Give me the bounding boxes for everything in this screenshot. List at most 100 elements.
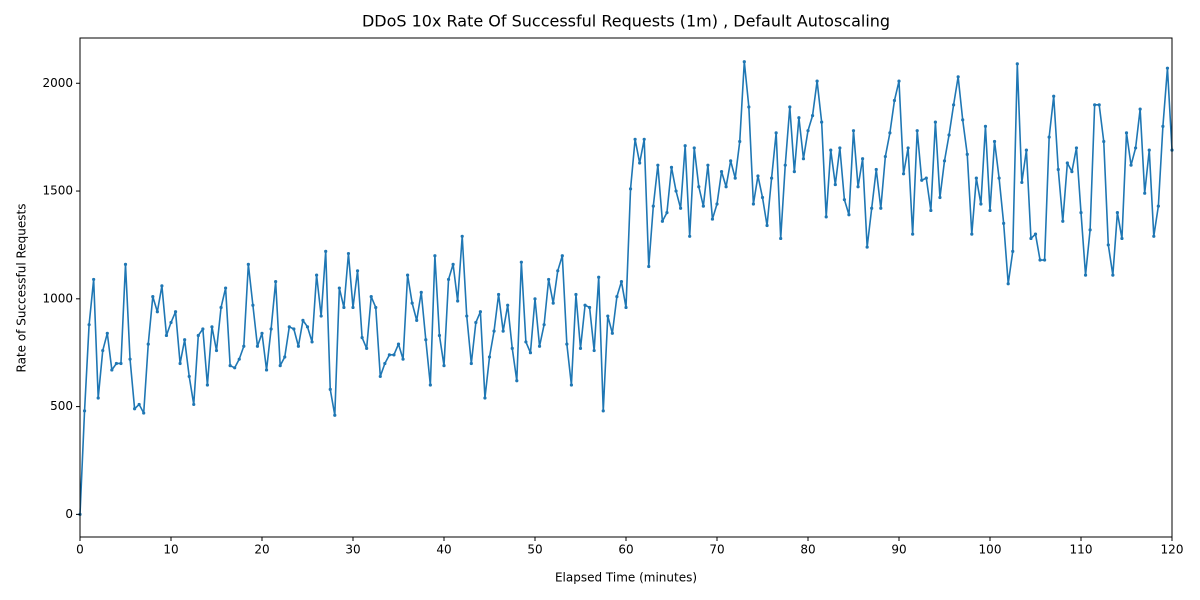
data-point <box>565 342 569 346</box>
data-point <box>501 329 505 333</box>
data-point <box>524 340 528 344</box>
data-point <box>506 303 510 307</box>
data-point <box>924 176 928 180</box>
data-point <box>533 297 537 301</box>
data-point <box>146 342 150 346</box>
data-point <box>765 223 769 228</box>
data-point <box>369 295 373 299</box>
data-point <box>355 269 360 273</box>
y-tick-label: 500 <box>50 399 73 413</box>
data-point <box>319 314 323 318</box>
data-point <box>779 236 783 241</box>
x-tick-label: 20 <box>254 543 269 557</box>
data-point <box>1138 107 1142 111</box>
data-point <box>246 262 250 266</box>
data-point <box>1052 94 1056 98</box>
plot-area <box>78 60 1174 516</box>
data-point <box>528 351 533 355</box>
data-point <box>610 331 614 335</box>
data-point <box>628 187 633 191</box>
data-point <box>1020 180 1024 185</box>
data-point <box>1156 204 1160 208</box>
data-point <box>1088 228 1092 232</box>
data-point <box>751 202 756 206</box>
data-point <box>123 262 128 266</box>
data-point <box>606 314 610 318</box>
data-point <box>342 305 346 310</box>
data-point <box>729 159 733 163</box>
data-point <box>838 146 842 150</box>
data-point <box>1047 135 1051 139</box>
data-point <box>947 133 951 137</box>
data-point <box>351 305 355 310</box>
data-point <box>1024 148 1028 152</box>
data-point <box>324 249 328 253</box>
x-tick-label: 110 <box>1070 543 1093 557</box>
data-point <box>383 361 387 366</box>
data-point <box>424 338 428 342</box>
data-point <box>410 301 414 305</box>
data-point <box>1079 210 1083 215</box>
data-point <box>829 148 833 152</box>
data-point <box>1065 161 1069 165</box>
data-point <box>715 202 719 206</box>
data-point <box>679 206 683 210</box>
data-point <box>560 254 564 258</box>
data-point <box>674 189 678 193</box>
data-point <box>697 185 701 189</box>
data-point <box>196 333 200 338</box>
data-point <box>756 174 760 178</box>
data-line <box>79 60 1173 515</box>
data-point <box>688 234 692 238</box>
data-point <box>556 269 560 273</box>
data-point <box>979 202 983 206</box>
data-point <box>82 409 87 413</box>
data-point <box>592 348 596 353</box>
data-point <box>1134 146 1138 150</box>
data-point <box>710 217 715 221</box>
data-point <box>619 279 624 284</box>
data-point <box>105 331 109 335</box>
data-point <box>192 402 196 407</box>
data-point <box>151 295 155 299</box>
data-point <box>219 305 223 310</box>
data-point <box>1120 236 1124 241</box>
x-tick-label: 120 <box>1161 543 1184 557</box>
data-point <box>264 368 269 372</box>
data-point <box>1083 273 1088 277</box>
data-point <box>1129 163 1133 167</box>
data-point <box>888 131 892 135</box>
data-point <box>187 374 191 379</box>
data-point <box>774 131 778 135</box>
data-point <box>879 206 883 210</box>
chart-title: DDoS 10x Rate Of Successful Requests (1m… <box>362 12 890 31</box>
data-point <box>451 262 455 266</box>
data-point <box>237 357 241 361</box>
data-point <box>547 277 551 282</box>
data-point <box>160 284 164 288</box>
data-point <box>742 60 746 64</box>
data-point <box>861 157 865 161</box>
data-point <box>155 310 159 314</box>
data-point <box>933 120 938 124</box>
data-point <box>406 273 410 277</box>
data-point <box>706 163 710 167</box>
data-point <box>870 206 874 210</box>
data-point <box>683 144 687 148</box>
data-point <box>601 409 605 413</box>
data-point <box>906 146 910 150</box>
data-point <box>647 264 651 269</box>
data-point <box>911 232 915 236</box>
data-point <box>401 357 405 361</box>
data-point <box>574 292 578 297</box>
data-point <box>1161 124 1165 128</box>
data-point <box>770 176 774 180</box>
data-point <box>437 333 442 338</box>
y-axis-label: Rate of Successful Requests <box>15 204 29 373</box>
data-point <box>133 407 137 411</box>
data-point <box>1061 219 1065 223</box>
data-point <box>901 172 906 176</box>
data-point <box>738 139 742 144</box>
data-point <box>719 170 724 174</box>
